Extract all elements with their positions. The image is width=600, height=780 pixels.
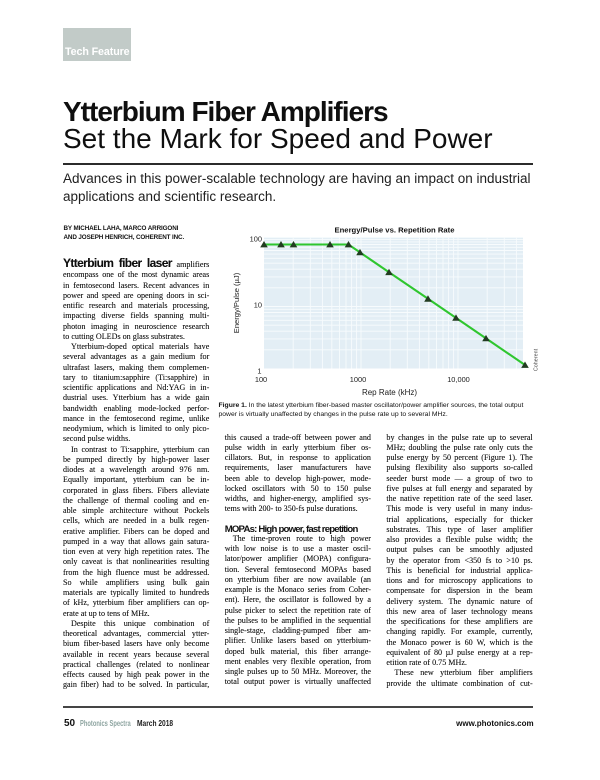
svg-text:10,000: 10,000 [447, 375, 470, 384]
svg-text:Rep Rate (kHz): Rep Rate (kHz) [362, 388, 417, 397]
svg-text:10: 10 [254, 301, 262, 310]
svg-text:1000: 1000 [350, 375, 366, 384]
svg-text:Energy/Pulse vs. Repetition Ra: Energy/Pulse vs. Repetition Rate [334, 225, 455, 234]
svg-text:Energy/Pulse (µJ): Energy/Pulse (µJ) [232, 272, 241, 333]
svg-text:1: 1 [257, 367, 261, 376]
svg-text:100: 100 [255, 375, 267, 384]
svg-text:100: 100 [250, 235, 262, 244]
svg-text:Coherent: Coherent [533, 348, 539, 371]
